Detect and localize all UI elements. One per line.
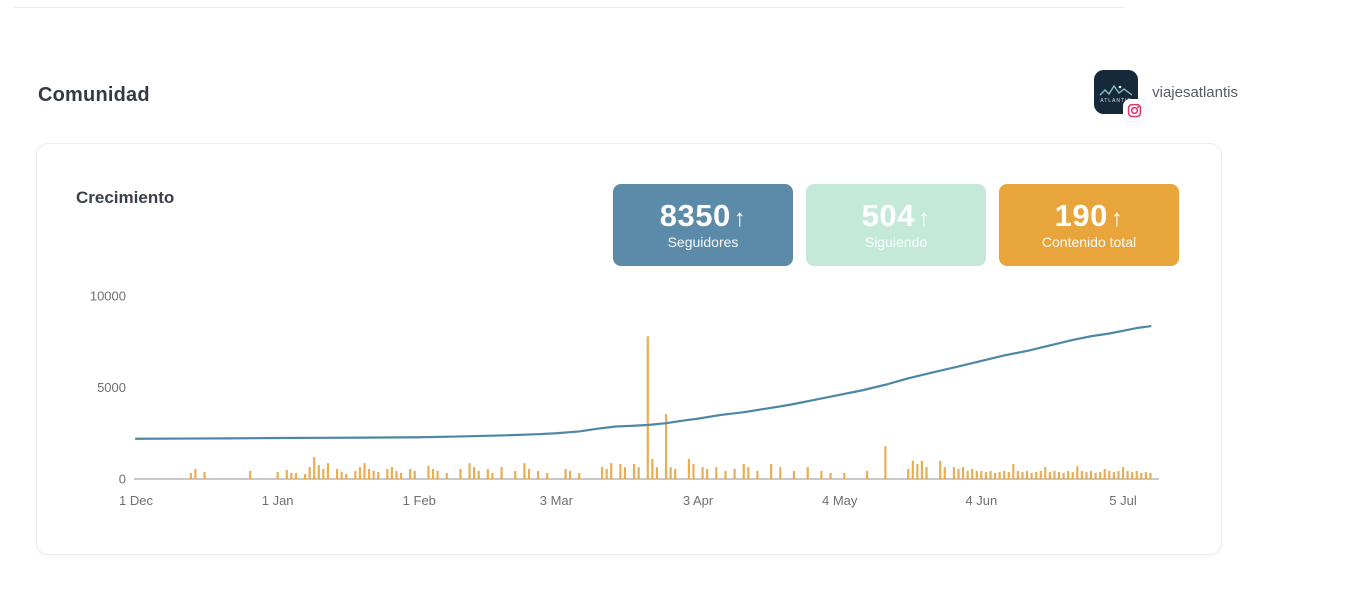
svg-text:3 Apr: 3 Apr <box>683 493 714 508</box>
growth-chart: 0 5000 10000 1 Dec 1 Jan 1 Feb 3 Mar 3 Apr 4 May… <box>71 289 1159 529</box>
avatar: ATLANTIS <box>1094 70 1139 114</box>
instagram-icon <box>1123 99 1146 121</box>
svg-text:0: 0 <box>119 472 126 487</box>
stat-value: 190 ↑ <box>1054 198 1124 233</box>
page-header: Comunidad ATLANTIS viajesatlantis <box>38 70 1238 126</box>
growth-card-title: Crecimiento <box>76 188 175 207</box>
svg-text:1 Jan: 1 Jan <box>262 493 294 508</box>
svg-text:5 Jul: 5 Jul <box>1109 493 1137 508</box>
up-arrow-icon: ↑ <box>917 205 931 232</box>
svg-text:5000: 5000 <box>97 380 126 395</box>
growth-card: Crecimiento 8350 ↑ Seguidores 504 ↑ Siguie… <box>36 143 1222 555</box>
svg-text:10000: 10000 <box>90 289 126 304</box>
account-chip[interactable]: ATLANTIS viajesatlantis <box>1094 70 1238 121</box>
stat-label: Contenido total <box>1041 234 1137 250</box>
stat-label: Seguidores <box>667 234 739 250</box>
stat-label: Siguiendo <box>864 234 928 250</box>
stat-badge-following[interactable]: 504 ↑ Siguiendo <box>806 184 986 266</box>
avatar-wrap: ATLANTIS <box>1094 70 1146 121</box>
top-divider <box>14 7 1124 8</box>
stat-badge-followers[interactable]: 8350 ↑ Seguidores <box>613 184 793 266</box>
growth-chart-svg: 0 5000 10000 1 Dec 1 Jan 1 Feb 3 Mar 3 Apr 4 May… <box>90 289 1159 508</box>
up-arrow-icon: ↑ <box>1110 205 1124 232</box>
svg-text:1 Feb: 1 Feb <box>403 493 436 508</box>
stats-row: 8350 ↑ Seguidores 504 ↑ Siguiendo 190 ↑ Con… <box>613 184 1179 266</box>
svg-text:ATLANTIS: ATLANTIS <box>1100 98 1132 104</box>
svg-text:3 Mar: 3 Mar <box>540 493 574 508</box>
stat-value: 8350 ↑ <box>659 198 747 233</box>
svg-text:1 Dec: 1 Dec <box>119 493 153 508</box>
svg-text:4 Jun: 4 Jun <box>965 493 997 508</box>
svg-text:4 May: 4 May <box>822 493 858 508</box>
stat-value: 504 ↑ <box>861 198 931 233</box>
up-arrow-icon: ↑ <box>733 205 747 232</box>
account-name: viajesatlantis <box>1152 83 1238 101</box>
page-title: Comunidad <box>38 84 150 106</box>
stat-badge-total-content[interactable]: 190 ↑ Contenido total <box>999 184 1179 266</box>
